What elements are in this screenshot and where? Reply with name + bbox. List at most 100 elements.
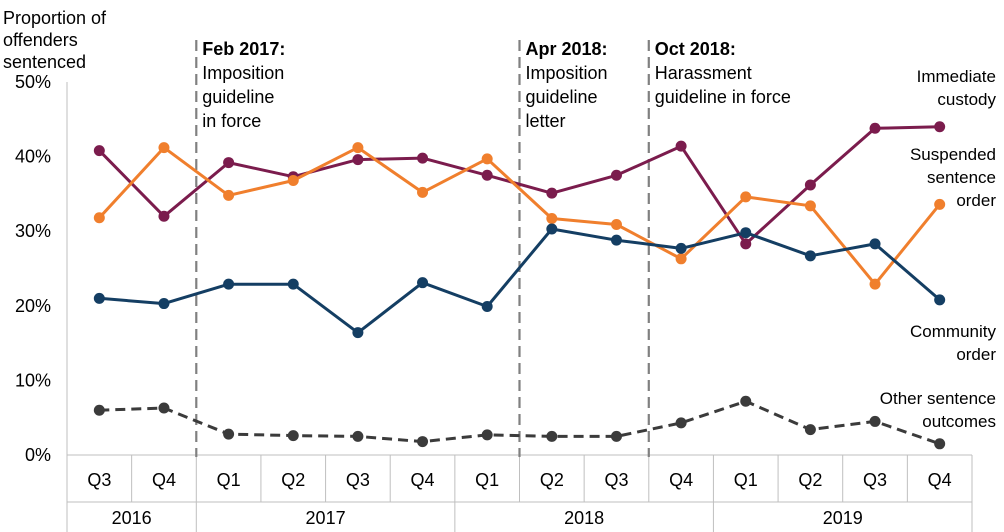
data-point [158, 210, 170, 222]
data-point [223, 278, 235, 290]
y-tick-label: 30% [15, 221, 51, 241]
data-point [610, 234, 622, 246]
y-tick-labels: 0% 10% 20% 30% 40% 50% [15, 72, 51, 465]
data-point [675, 242, 687, 254]
x-tick-label: Q3 [604, 470, 628, 490]
data-point [223, 189, 235, 201]
data-point [223, 157, 235, 169]
annotation-text-line: letter [526, 111, 566, 131]
annotation-title: Feb 2017: [202, 39, 285, 59]
y-axis-title-line: sentenced [3, 52, 86, 72]
data-point [675, 140, 687, 152]
series-label-line: outcomes [922, 412, 996, 431]
x-tick-label: Q3 [346, 470, 370, 490]
data-point [287, 174, 299, 186]
axes [66, 82, 973, 532]
data-point [417, 277, 429, 289]
data-point [481, 153, 493, 165]
annotation-text-line: Imposition [526, 63, 608, 83]
data-point [546, 223, 558, 235]
data-point [675, 253, 687, 265]
data-point [804, 250, 816, 262]
y-axis-title-line: Proportion of [3, 8, 107, 28]
data-point [934, 294, 946, 306]
data-point [610, 218, 622, 230]
data-point [223, 428, 235, 440]
data-point [934, 121, 946, 133]
series-label-line: Suspended [910, 145, 996, 164]
series-labels: Immediate custody Suspended sentence order Co… [880, 67, 997, 431]
year-label: 2016 [112, 508, 152, 528]
data-point [675, 417, 687, 429]
x-tick-label: Q4 [669, 470, 693, 490]
data-point [417, 436, 429, 448]
annotation-text-line: guideline [202, 87, 274, 107]
data-point [352, 142, 364, 154]
series-line [98, 125, 940, 246]
x-tick-label: Q1 [734, 470, 758, 490]
x-tick-label: Q3 [863, 470, 887, 490]
data-point [869, 278, 881, 290]
series-label-line: sentence [927, 168, 996, 187]
data-point [869, 238, 881, 250]
data-point [352, 430, 364, 442]
data-point [352, 154, 364, 166]
x-tick-label: Q4 [411, 470, 435, 490]
data-point [158, 142, 170, 154]
data-point [93, 404, 105, 416]
data-point [740, 238, 752, 250]
data-point [804, 200, 816, 212]
y-tick-label: 40% [15, 147, 51, 167]
series-label-line: Community [910, 322, 996, 341]
data-point [417, 152, 429, 164]
annotation-text-line: guideline in force [655, 87, 791, 107]
x-tick-labels: Q3 Q4 Q1 Q2 Q3 Q4 Q1 Q2 Q3 Q4 Q1 Q2 Q3 Q4 [87, 470, 951, 490]
x-tick-label: Q2 [540, 470, 564, 490]
annotation-text-line: Harassment [655, 63, 752, 83]
y-tick-label: 0% [25, 445, 51, 465]
data-point [546, 213, 558, 225]
x-tick-label: Q1 [217, 470, 241, 490]
data-point [740, 227, 752, 239]
series-label-line: order [956, 345, 996, 364]
annotation-text-line: Imposition [202, 63, 284, 83]
data-point [546, 430, 558, 442]
year-label: 2017 [306, 508, 346, 528]
data-point [287, 278, 299, 290]
data-point [93, 292, 105, 304]
series-layer [93, 121, 946, 450]
y-axis-title-line: offenders [3, 30, 78, 50]
data-point [934, 198, 946, 210]
data-point [481, 429, 493, 441]
year-label: 2018 [564, 508, 604, 528]
x-tick-label: Q2 [798, 470, 822, 490]
series-label-line: Other sentence [880, 389, 996, 408]
data-point [869, 122, 881, 134]
series-line [99, 227, 941, 335]
data-point [352, 327, 364, 339]
data-point [481, 169, 493, 181]
data-point [481, 301, 493, 313]
data-point [93, 212, 105, 224]
year-label: 2019 [823, 508, 863, 528]
series-line [98, 146, 941, 286]
series-line [99, 399, 941, 446]
y-tick-label: 10% [15, 370, 51, 390]
data-point [869, 415, 881, 427]
x-tick-label: Q1 [475, 470, 499, 490]
data-point [546, 187, 558, 199]
annotation-texts: Feb 2017: Imposition guideline in force Apr … [202, 39, 791, 131]
series-label-line: order [956, 191, 996, 210]
annotation-text-line: guideline [526, 87, 598, 107]
data-point [417, 186, 429, 198]
series-label-line: Immediate [917, 67, 996, 86]
x-tick-label: Q3 [87, 470, 111, 490]
x-tick-label: Q4 [928, 470, 952, 490]
data-point [804, 179, 816, 191]
data-point [804, 424, 816, 436]
data-point [610, 169, 622, 181]
data-point [740, 395, 752, 407]
annotation-title: Oct 2018: [655, 39, 736, 59]
data-point [934, 438, 946, 450]
